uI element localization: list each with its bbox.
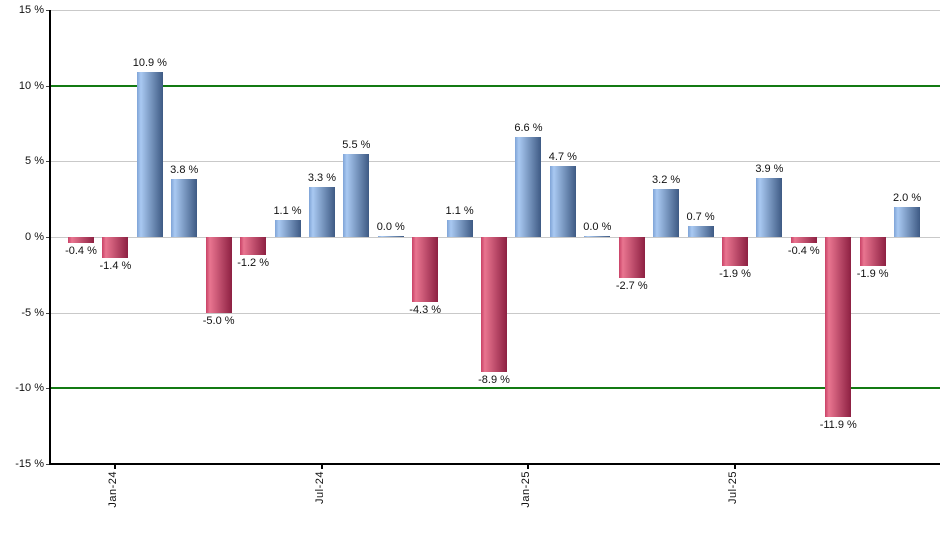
y-tick-label: -10 %: [15, 382, 44, 395]
y-tick-label: 15 %: [18, 4, 44, 16]
bar-oct-24: [412, 237, 439, 303]
bar-value-label: -5.0 %: [202, 314, 235, 327]
bar-value-label: -11.9 %: [819, 419, 857, 432]
y-gridline: [50, 10, 940, 11]
bar-value-label: 1.1 %: [273, 205, 302, 218]
y-tick: [46, 388, 50, 390]
bar-value-label: 0.0 %: [583, 220, 612, 233]
x-tick: [320, 464, 323, 469]
y-tick-label: -5 %: [21, 306, 44, 319]
bar-jun-24: [274, 220, 301, 237]
y-gridline: [50, 161, 940, 163]
bar-feb-24: [136, 72, 163, 237]
bar-dec-23: [68, 237, 94, 244]
x-tick: [733, 464, 736, 469]
bar-feb-25: [549, 165, 576, 237]
bar-jan-25: [515, 137, 542, 237]
x-tick: [114, 464, 117, 469]
y-tick: [46, 85, 50, 87]
x-tick-label: Jan-24: [107, 471, 120, 508]
y-tick: [46, 312, 50, 314]
bar-value-label: 5.5 %: [342, 138, 371, 151]
y-tick: [46, 10, 50, 11]
bar-value-label: -0.4 %: [787, 245, 820, 258]
x-tick-label: Jul-25: [726, 471, 739, 504]
bar-mar-24: [171, 179, 198, 237]
bar-value-label: -1.9 %: [719, 267, 751, 280]
bar-value-label: -1.2 %: [237, 257, 269, 270]
threshold-line: [50, 84, 940, 87]
bar-value-label: 3.3 %: [307, 172, 336, 185]
y-axis-line: [49, 10, 51, 464]
bar-sep-24: [377, 235, 404, 237]
bar-value-label: 1.1 %: [445, 205, 474, 218]
y-tick: [46, 161, 50, 163]
bar-may-25: [653, 188, 680, 237]
bar-value-label: 0.0 %: [376, 220, 405, 233]
bar-value-label: -1.4 %: [99, 260, 132, 273]
bar-value-label: 0.7 %: [686, 211, 715, 224]
y-tick: [46, 237, 50, 238]
bar-jul-25: [721, 237, 748, 266]
y-tick-label: 5 %: [25, 155, 44, 168]
bar-value-label: -0.4 %: [65, 245, 97, 258]
bar-value-label: 2.0 %: [893, 191, 922, 204]
bar-nov-24: [446, 220, 473, 237]
bar-value-label: 6.6 %: [514, 122, 543, 135]
bar-aug-25: [756, 177, 783, 237]
y-tick-label: 10 %: [18, 79, 44, 92]
bar-dec-24: [481, 237, 508, 372]
bar-value-label: -8.9 %: [478, 373, 510, 386]
x-axis-line: [49, 463, 940, 465]
bar-dec-25: [894, 206, 921, 237]
x-tick-label: Jul-24: [313, 471, 326, 504]
bar-value-label: 4.7 %: [548, 150, 577, 163]
bar-value-label: 10.9 %: [132, 57, 167, 70]
bar-value-label: -4.3 %: [409, 304, 442, 317]
bar-value-label: -1.9 %: [856, 267, 889, 280]
bar-jun-25: [687, 226, 714, 237]
bar-sep-25: [790, 237, 817, 244]
bar-aug-24: [343, 153, 370, 237]
y-tick-label: -15 %: [15, 458, 44, 470]
x-tick: [527, 464, 530, 469]
y-tick-label: 0 %: [25, 231, 44, 243]
x-tick-label: Jan-25: [520, 471, 533, 508]
bar-may-24: [240, 237, 267, 256]
y-tick: [46, 464, 50, 465]
bar-nov-25: [859, 237, 886, 266]
bar-mar-25: [584, 235, 611, 237]
bar-jul-24: [308, 187, 335, 237]
bar-value-label: 3.9 %: [755, 162, 784, 175]
bar-value-label: 3.8 %: [170, 164, 199, 177]
bar-value-label: -2.7 %: [615, 279, 648, 292]
bar-value-label: 3.2 %: [652, 173, 681, 186]
bar-jan-24: [102, 237, 129, 259]
bar-apr-25: [618, 237, 645, 278]
bar-apr-24: [205, 237, 232, 313]
bar-oct-25: [825, 237, 852, 418]
threshold-line: [50, 387, 940, 390]
